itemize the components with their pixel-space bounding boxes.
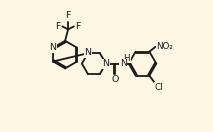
Text: NO₂: NO₂ xyxy=(156,42,173,51)
Text: F: F xyxy=(65,11,71,20)
Text: N: N xyxy=(49,43,56,52)
Text: H: H xyxy=(124,54,130,63)
Text: F: F xyxy=(56,22,61,31)
Text: F: F xyxy=(75,22,81,31)
Text: N: N xyxy=(102,59,109,68)
Text: N: N xyxy=(84,48,91,57)
Text: O: O xyxy=(111,75,119,84)
Text: N: N xyxy=(120,59,127,68)
Text: Cl: Cl xyxy=(155,83,163,92)
